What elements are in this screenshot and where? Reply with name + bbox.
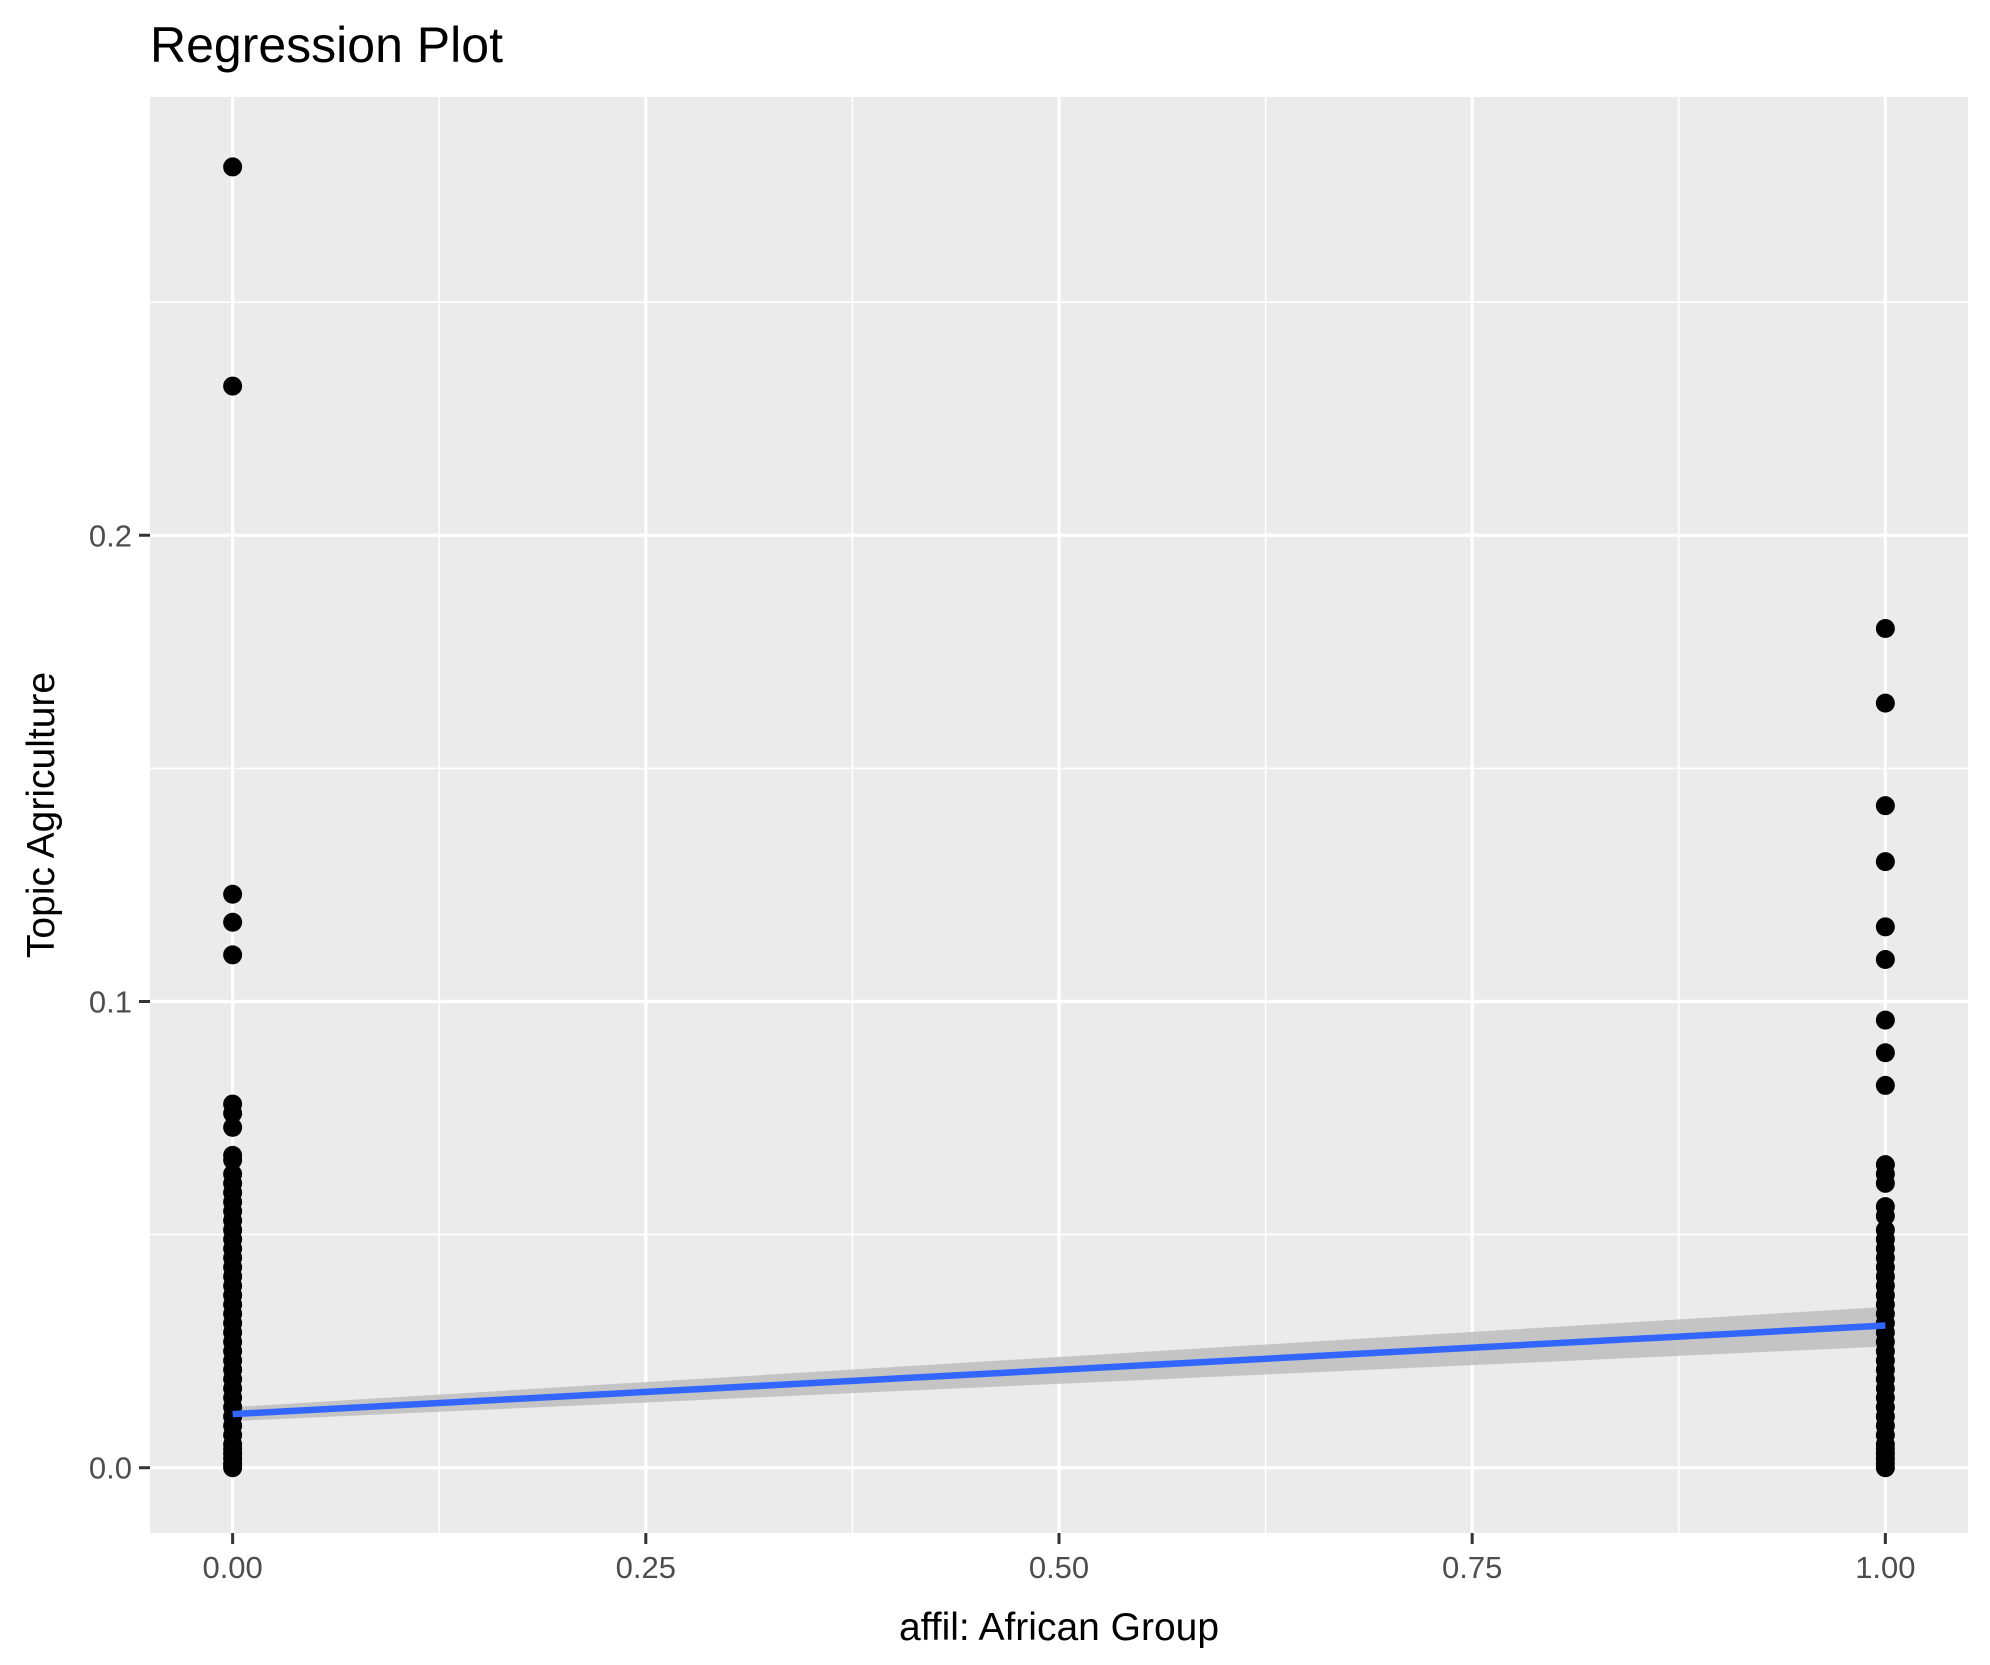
data-point xyxy=(223,1103,243,1123)
x-tick-label: 0.50 xyxy=(1029,1550,1089,1585)
x-tick-label: 1.00 xyxy=(1855,1550,1915,1585)
x-tick-label: 0.00 xyxy=(202,1550,262,1585)
y-axis: 0.0 0.1 0.2 xyxy=(89,518,150,1486)
regression-line xyxy=(232,1322,1886,1418)
data-point xyxy=(1875,852,1895,872)
data-point xyxy=(1875,917,1895,937)
data-point xyxy=(223,157,243,177)
data-point xyxy=(1875,796,1895,816)
x-axis: 0.00 0.25 0.50 0.75 1.00 xyxy=(202,1533,1916,1585)
chart-title: Regression Plot xyxy=(150,17,503,73)
data-point xyxy=(223,884,243,904)
data-point xyxy=(1875,1010,1895,1030)
data-point xyxy=(1875,1075,1895,1095)
grid-major xyxy=(150,97,1968,1533)
data-point xyxy=(1875,1043,1895,1063)
data-point xyxy=(223,912,243,932)
data-point xyxy=(1875,693,1895,713)
data-point xyxy=(223,945,243,965)
data-point xyxy=(223,1458,243,1478)
data-point xyxy=(1875,1173,1895,1193)
y-tick-label: 0.2 xyxy=(89,518,132,553)
x-tick-label: 0.75 xyxy=(1442,1550,1502,1585)
x-axis-title: affil: African Group xyxy=(899,1606,1219,1649)
data-point xyxy=(1875,950,1895,970)
x-tick-label: 0.25 xyxy=(616,1550,676,1585)
y-axis-title: Topic Agriculture xyxy=(20,672,63,958)
data-point xyxy=(223,1117,243,1137)
y-tick-label: 0.0 xyxy=(89,1451,132,1486)
data-point xyxy=(1875,1206,1895,1226)
y-tick-label: 0.1 xyxy=(89,984,132,1019)
data-point xyxy=(223,376,243,396)
regression-line-group xyxy=(232,1322,1886,1418)
data-point xyxy=(223,1150,243,1170)
data-point xyxy=(1875,619,1895,639)
data-point xyxy=(1875,1458,1895,1478)
